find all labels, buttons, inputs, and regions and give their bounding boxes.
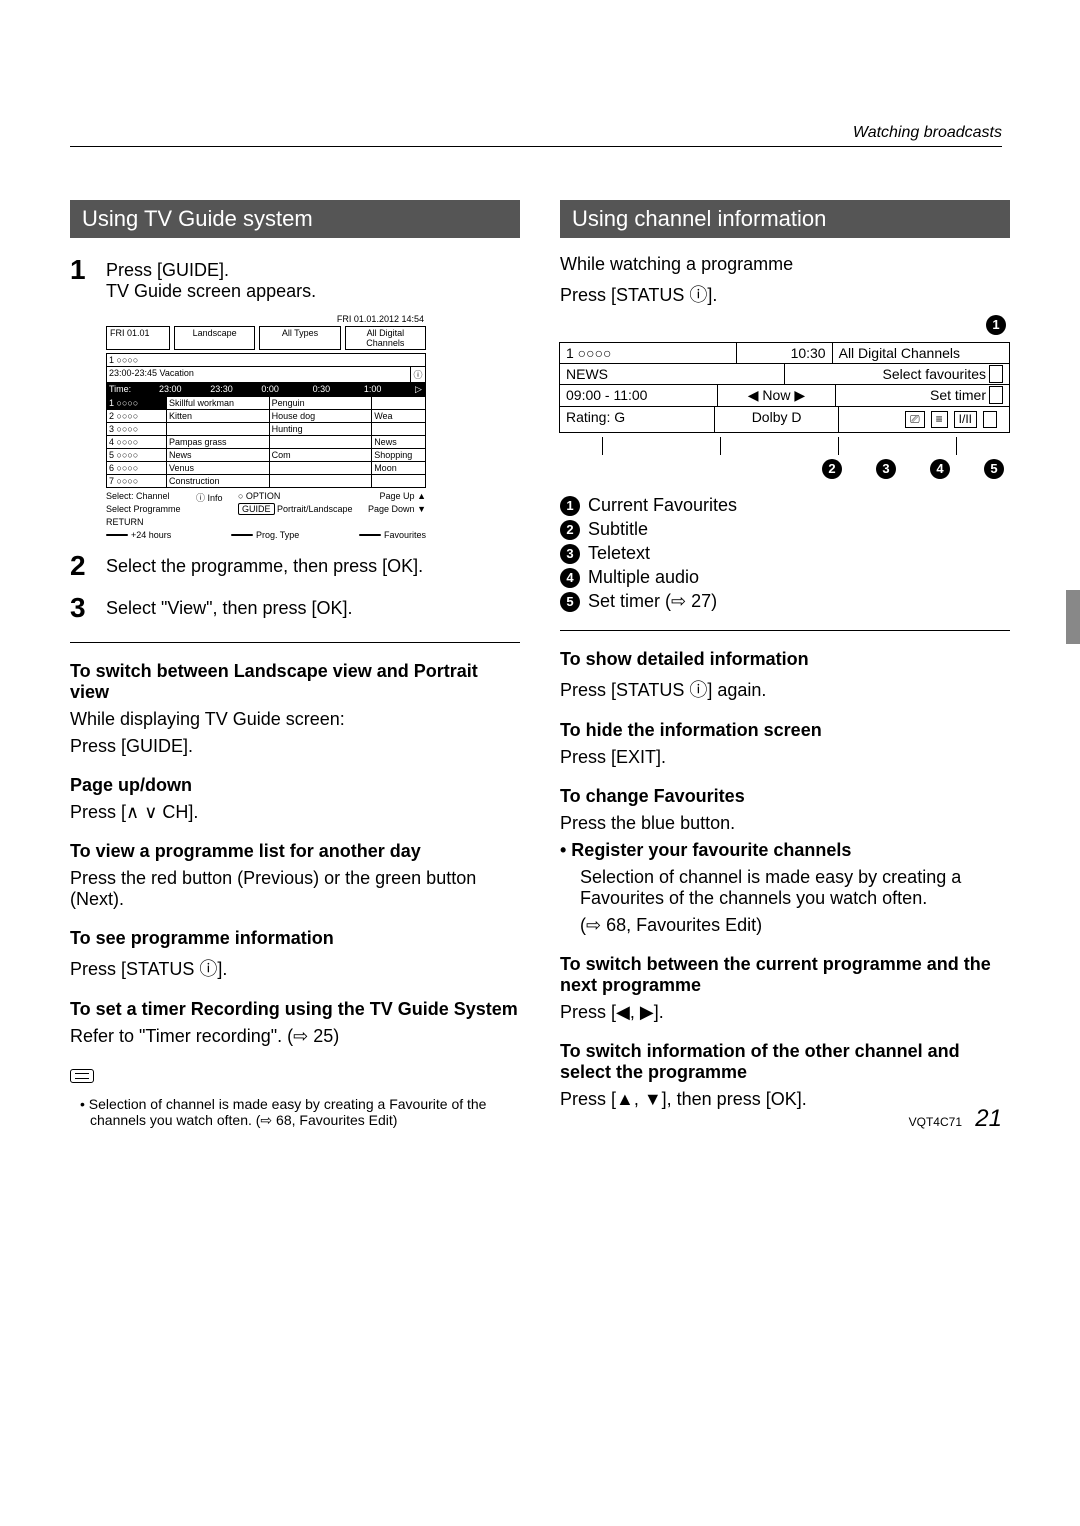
h-detail: To show detailed information <box>560 649 1010 670</box>
tg-info-icon: ⓘ <box>411 367 425 382</box>
tg-row: 3 ○○○○Hunting <box>107 423 425 436</box>
tg-view: Landscape <box>174 326 255 350</box>
p-switch2: Press [GUIDE]. <box>70 736 520 757</box>
h-timer: To set a timer Recording using the TV Gu… <box>70 999 520 1020</box>
tg-day: FRI 01.01 <box>106 326 170 350</box>
ci-now: ◀ Now ▶ <box>717 384 836 407</box>
footer-page: 21 <box>975 1105 1002 1133</box>
p-next: Press [◀, ▶]. <box>560 1002 1010 1023</box>
tg-row: 7 ○○○○Construction <box>107 475 425 487</box>
tg-row: 6 ○○○○VenusMoon <box>107 462 425 475</box>
ci-group: All Digital Channels <box>832 342 1010 364</box>
p-hide: Press [EXIT]. <box>560 747 1010 768</box>
step-3: 3 Select "View", then press [OK]. <box>70 592 520 624</box>
ci-slot: 09:00 - 11:00 <box>559 384 718 407</box>
tg-row: 1 ○○○○Skillful workmanPenguin <box>107 397 425 410</box>
legend: 1Current Favourites 2Subtitle 3Teletext … <box>560 495 1010 612</box>
ci-time: 10:30 <box>736 342 832 364</box>
p-page: Press [∧ ∨ CH]. <box>70 802 520 823</box>
tg-channels: All Digital Channels <box>345 326 426 350</box>
tg-types: All Types <box>259 326 340 350</box>
ci-ch: 1 ○○○○ <box>559 342 737 364</box>
settimer-box-icon <box>983 411 997 428</box>
note-icon <box>70 1069 94 1083</box>
audio-icon: I/II <box>954 411 977 428</box>
ci-prog: NEWS <box>559 363 785 385</box>
ci-rating: Rating: G <box>559 406 715 433</box>
p-timer: Refer to "Timer recording". (⇨ 25) <box>70 1026 520 1047</box>
step-3-num: 3 <box>70 592 106 624</box>
tvguide-figure: FRI 01.01.2012 14:54 FRI 01.01 Landscape… <box>106 312 426 540</box>
step-2-text: Select the programme, then press [OK]. <box>106 550 520 577</box>
step-1-text-b: TV Guide screen appears. <box>106 281 520 302</box>
step-2-num: 2 <box>70 550 106 582</box>
p-detail: Press [STATUS ⓘ] again. <box>560 676 1010 702</box>
header-section: Watching broadcasts <box>853 124 1002 142</box>
separator <box>70 642 520 643</box>
badge-5: 5 <box>984 459 1004 479</box>
tg-date: FRI 01.01.2012 14:54 <box>106 312 426 326</box>
step-2: 2 Select the programme, then press [OK]. <box>70 550 520 582</box>
p-switch1: While displaying TV Guide screen: <box>70 709 520 730</box>
left-title: Using TV Guide system <box>70 200 520 238</box>
tg-row: 2 ○○○○KittenHouse dogWea <box>107 410 425 423</box>
channel-info-figure: 1 1 ○○○○ 10:30 All Digital Channels NEWS… <box>560 343 1010 479</box>
h-other: To switch information of the other chann… <box>560 1041 1010 1083</box>
tg-ch-head: 1 ○○○○ <box>107 354 425 366</box>
p-other: Press [▲, ▼], then press [OK]. <box>560 1089 1010 1110</box>
separator-r <box>560 630 1010 631</box>
p-fav: Press the blue button. <box>560 813 1010 834</box>
tg-row: 5 ○○○○NewsComShopping <box>107 449 425 462</box>
badge-2: 2 <box>822 459 842 479</box>
right-column: Using channel information While watching… <box>560 200 1010 1129</box>
r-intro1: While watching a programme <box>560 254 1010 275</box>
tg-row: 4 ○○○○Pampas grassNews <box>107 436 425 449</box>
h-fav: To change Favourites <box>560 786 1010 807</box>
tg-vac: 23:00-23:45 Vacation <box>107 367 411 382</box>
h-day: To view a programme list for another day <box>70 841 520 862</box>
h-hide: To hide the information screen <box>560 720 1010 741</box>
note-block: • Selection of channel is made easy by c… <box>70 1069 520 1129</box>
badge-1: 1 <box>986 315 1006 335</box>
footer-code: VQT4C71 <box>909 1115 962 1129</box>
step-3-text: Select "View", then press [OK]. <box>106 592 520 619</box>
header-rule <box>70 146 1002 147</box>
step-1-num: 1 <box>70 254 106 286</box>
ci-dolby: Dolby D <box>714 406 839 433</box>
right-title: Using channel information <box>560 200 1010 238</box>
tg-time-label: Time: <box>107 383 157 396</box>
p-day: Press the red button (Previous) or the g… <box>70 868 520 910</box>
h-next: To switch between the current programme … <box>560 954 1010 996</box>
left-column: Using TV Guide system 1 Press [GUIDE]. T… <box>70 200 520 1129</box>
teletext-icon: ≡ <box>931 411 948 428</box>
badge-3: 3 <box>876 459 896 479</box>
ci-settimer: Set timer <box>835 384 1010 407</box>
subtitle-icon: ⎚ <box>905 411 925 428</box>
h-switch: To switch between Landscape view and Por… <box>70 661 520 703</box>
h-info: To see programme information <box>70 928 520 949</box>
h-page: Page up/down <box>70 775 520 796</box>
step-1: 1 Press [GUIDE]. TV Guide screen appears… <box>70 254 520 302</box>
note-text: • Selection of channel is made easy by c… <box>80 1096 520 1129</box>
p-info: Press [STATUS ⓘ]. <box>70 955 520 981</box>
p-reg2: (⇨ 68, Favourites Edit) <box>580 915 1010 936</box>
badge-4: 4 <box>930 459 950 479</box>
r-intro2: Press [STATUS ⓘ]. <box>560 281 1010 307</box>
b-reg: • Register your favourite channels <box>560 840 1010 861</box>
page: Watching broadcasts Using TV Guide syste… <box>0 0 1080 1169</box>
ci-fav: Select favourites <box>784 363 1010 385</box>
step-1-text-a: Press [GUIDE]. <box>106 260 520 281</box>
p-reg1: Selection of channel is made easy by cre… <box>580 867 1010 909</box>
